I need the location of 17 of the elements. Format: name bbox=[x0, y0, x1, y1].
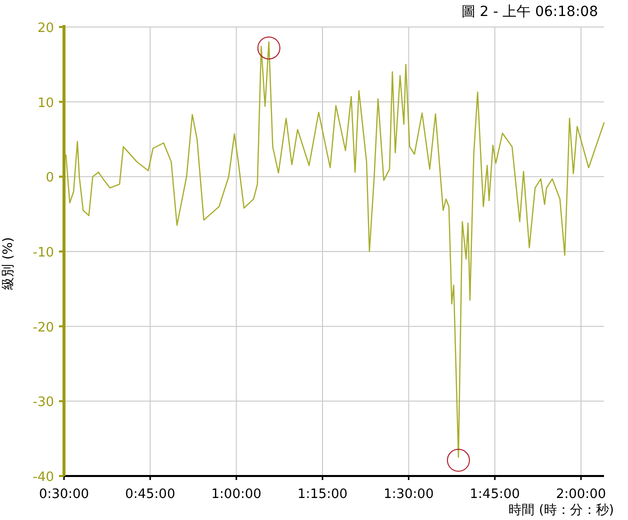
x-tick-label: 2:00:00 bbox=[556, 487, 606, 502]
y-tick-label: 10 bbox=[37, 96, 54, 111]
y-tick-label: 0 bbox=[46, 170, 54, 186]
chart-title: 圖 2 - 上午 06:18:08 bbox=[461, 4, 598, 20]
y-tick-label: -30 bbox=[32, 395, 54, 410]
x-tick-label: 1:15:00 bbox=[297, 487, 348, 502]
x-tick-label: 1:45:00 bbox=[470, 487, 520, 502]
x-tick-label: 0:45:00 bbox=[125, 487, 176, 502]
x-tick-label: 0:30:00 bbox=[38, 487, 90, 502]
y-tick-label: -10 bbox=[32, 246, 54, 260]
y-tick-label: 20 bbox=[37, 21, 54, 36]
y-tick-label: -20 bbox=[32, 320, 54, 336]
y-tick-label: -40 bbox=[32, 470, 54, 485]
x-axis-title: 時間 (時：分：秒) bbox=[508, 503, 614, 518]
y-axis-title: 級別 (%) bbox=[1, 237, 16, 290]
x-tick-label: 1:00:00 bbox=[211, 487, 262, 502]
x-tick-label: 1:30:00 bbox=[384, 487, 434, 502]
